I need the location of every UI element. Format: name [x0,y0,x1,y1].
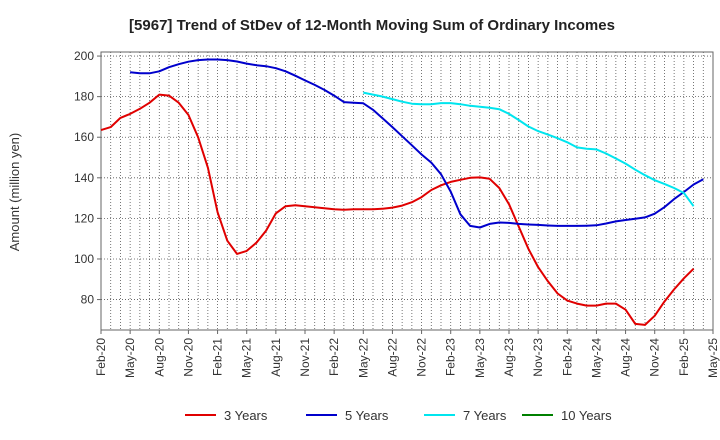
x-tick-label: Feb-22 [327,338,341,376]
gridlines [101,52,713,330]
x-tick-label: Feb-25 [677,338,691,376]
x-tick-label: Feb-23 [444,338,458,376]
y-tick-label: 100 [74,252,94,266]
x-tick-label: Aug-24 [619,338,633,377]
x-tick-label: Aug-21 [269,338,283,377]
series-line-5-years [129,58,704,229]
legend-label: 3 Years [224,408,268,423]
legend-label: 7 Years [463,408,507,423]
legend: 3 Years 5 Years 7 Years 10 Years [185,408,612,423]
x-tick-label: Nov-24 [648,338,662,377]
x-tick-label: Aug-20 [152,338,166,377]
x-tick-label: Feb-21 [211,338,225,376]
y-axis-label: Amount (million yen) [7,133,22,252]
y-tick-label: 160 [74,130,94,144]
y-axis-ticks: 80 100 120 140 160 180 200 [74,49,101,307]
x-tick-label: Feb-24 [560,338,574,376]
x-tick-label: May-23 [473,338,487,378]
x-tick-label: May-22 [356,338,370,378]
series-line-3-years [100,93,695,326]
plot-area [100,51,714,331]
series-line-7-years [363,91,695,207]
x-tick-label: May-24 [589,338,603,378]
y-tick-label: 140 [74,171,94,185]
y-tick-label: 120 [74,211,94,225]
series-lines [100,58,704,326]
x-tick-label: Nov-23 [531,338,545,377]
x-tick-label: Nov-20 [181,338,195,377]
x-tick-label: May-25 [706,338,720,378]
x-tick-label: Feb-20 [94,338,108,376]
legend-label: 10 Years [561,408,612,423]
x-tick-label: Aug-22 [385,338,399,377]
x-tick-label: May-21 [240,338,254,378]
chart-title: [5967] Trend of StDev of 12-Month Moving… [129,17,615,34]
x-tick-label: Aug-23 [502,338,516,377]
y-tick-label: 180 [74,90,94,104]
y-tick-label: 200 [74,49,94,63]
x-axis-ticks: Feb-20 May-20 Aug-20 Nov-20 Feb-21 May-21 Aug-… [94,330,720,378]
x-tick-label: Nov-22 [415,338,429,377]
x-tick-label: Nov-21 [298,338,312,377]
legend-label: 5 Years [345,408,389,423]
y-tick-label: 80 [81,293,95,307]
x-tick-label: May-20 [123,338,137,378]
